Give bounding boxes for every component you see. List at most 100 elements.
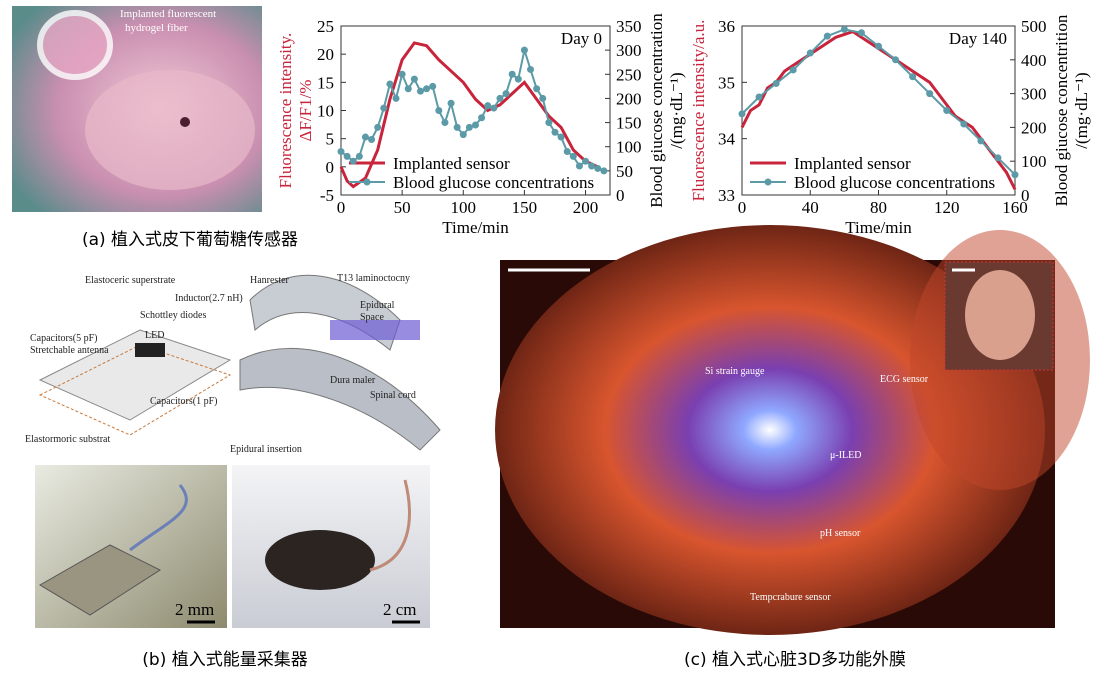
- y2-tick-label: 50: [616, 162, 633, 181]
- data-point: [756, 93, 763, 100]
- y-tick-label: 25: [317, 17, 334, 36]
- y2-tick-label: 400: [1021, 51, 1047, 70]
- data-point: [338, 148, 345, 155]
- mouse-photo: [12, 6, 262, 212]
- data-point: [386, 80, 393, 87]
- data-point: [393, 95, 400, 102]
- y-tick-label: 10: [317, 102, 334, 121]
- y2-axis-title: /(mg·dL⁻¹): [1072, 72, 1091, 148]
- data-point: [417, 88, 424, 95]
- data-point: [405, 85, 412, 92]
- y2-axis-title: Blood giucose concentration: [647, 13, 666, 208]
- legend-label: Blood glucose concentrations: [393, 173, 594, 192]
- y2-tick-label: 150: [616, 114, 642, 133]
- chart-title: Day 0: [561, 29, 602, 48]
- y2-tick-label: 300: [616, 41, 642, 60]
- data-point: [503, 90, 510, 97]
- image-label: pH sensor: [820, 528, 861, 539]
- image-label: Inductor(2.7 nH): [175, 293, 243, 304]
- image-label: LED: [145, 330, 164, 341]
- data-point: [892, 56, 899, 63]
- image-label: Spinal cord: [370, 390, 416, 401]
- data-point: [527, 66, 534, 73]
- chart-title: Day 140: [949, 29, 1007, 48]
- y-axis-title: ΔF/F1/%: [296, 80, 315, 142]
- x-tick-label: 50: [394, 198, 411, 217]
- data-point: [374, 124, 381, 131]
- data-point: [478, 114, 485, 121]
- legend-label: Blood glucose concentrations: [794, 173, 995, 192]
- data-point: [909, 73, 916, 80]
- data-point: [521, 47, 528, 54]
- caption: (b) 植入式能量采集器: [142, 650, 307, 670]
- y2-tick-label: 100: [1021, 152, 1047, 171]
- image-label: ECG sensor: [880, 374, 929, 385]
- image-label: hydrogel fiber: [125, 22, 188, 34]
- data-point: [977, 137, 984, 144]
- data-point: [429, 83, 436, 90]
- legend-label: Implanted sensor: [794, 154, 911, 173]
- y-tick-label: 5: [326, 130, 335, 149]
- data-point: [960, 121, 967, 128]
- y2-axis-title: /(mg·dL⁻¹): [667, 72, 686, 148]
- data-point: [841, 26, 848, 33]
- x-tick-label: 40: [802, 198, 819, 217]
- image-label: Stretchable antenna: [30, 345, 109, 356]
- data-point: [509, 71, 516, 78]
- y-axis-title: Fluorescence intensity/a.u.: [689, 20, 708, 202]
- y2-axis-title: Blood giucose concentrition: [1052, 14, 1071, 206]
- data-point: [441, 119, 448, 126]
- data-point: [807, 50, 814, 57]
- image-label: μ-ILED: [830, 450, 861, 461]
- y2-tick-label: 100: [616, 138, 642, 157]
- data-point: [399, 71, 406, 78]
- data-point: [484, 102, 491, 109]
- y2-tick-label: 0: [616, 186, 625, 205]
- data-point: [454, 124, 461, 131]
- data-point: [994, 154, 1001, 161]
- image-label: Implanted fluorescent: [120, 8, 216, 20]
- data-point: [570, 153, 577, 160]
- y2-tick-label: 250: [616, 65, 642, 84]
- data-point: [582, 158, 589, 165]
- caption: (a) 植入式皮下葡萄糖传感器: [82, 230, 298, 250]
- x-tick-label: 120: [934, 198, 960, 217]
- x-tick-label: 150: [512, 198, 538, 217]
- data-point: [515, 76, 522, 83]
- data-point: [773, 80, 780, 87]
- data-point: [350, 158, 357, 165]
- y2-tick-label: 200: [616, 89, 642, 108]
- data-point: [380, 105, 387, 112]
- data-point: [344, 153, 351, 160]
- image-label: Capacitors(1 pF): [150, 396, 218, 407]
- data-point: [356, 153, 363, 160]
- y-tick-label: 34: [718, 130, 736, 149]
- x-axis-title: Time/min: [845, 218, 912, 237]
- y2-tick-label: 500: [1021, 17, 1047, 36]
- data-point: [368, 136, 375, 143]
- scale-label: 2 mm: [175, 600, 214, 619]
- y2-tick-label: 350: [616, 17, 642, 36]
- x-axis-title: Time/min: [442, 218, 509, 237]
- data-point: [926, 90, 933, 97]
- data-point: [858, 29, 865, 36]
- x-tick-label: 80: [870, 198, 887, 217]
- x-tick-label: 200: [573, 198, 599, 217]
- image-label: Epidural insertion: [230, 444, 302, 455]
- image-label: Elastormoric substrat: [25, 434, 110, 445]
- image-label: T13 laminoctocny: [337, 273, 410, 284]
- data-point: [588, 163, 595, 170]
- x-tick-label: 100: [451, 198, 477, 217]
- y2-tick-label: 300: [1021, 85, 1047, 104]
- legend-marker: [765, 179, 772, 186]
- image-label: Hanrester: [250, 275, 290, 286]
- data-point: [739, 110, 746, 117]
- data-point: [576, 163, 583, 170]
- data-point: [435, 107, 442, 114]
- data-point: [551, 129, 558, 136]
- y-tick-label: 33: [718, 186, 735, 205]
- data-point: [466, 124, 473, 131]
- data-point: [1012, 171, 1019, 178]
- y-tick-label: 20: [317, 45, 334, 64]
- data-point: [533, 85, 540, 92]
